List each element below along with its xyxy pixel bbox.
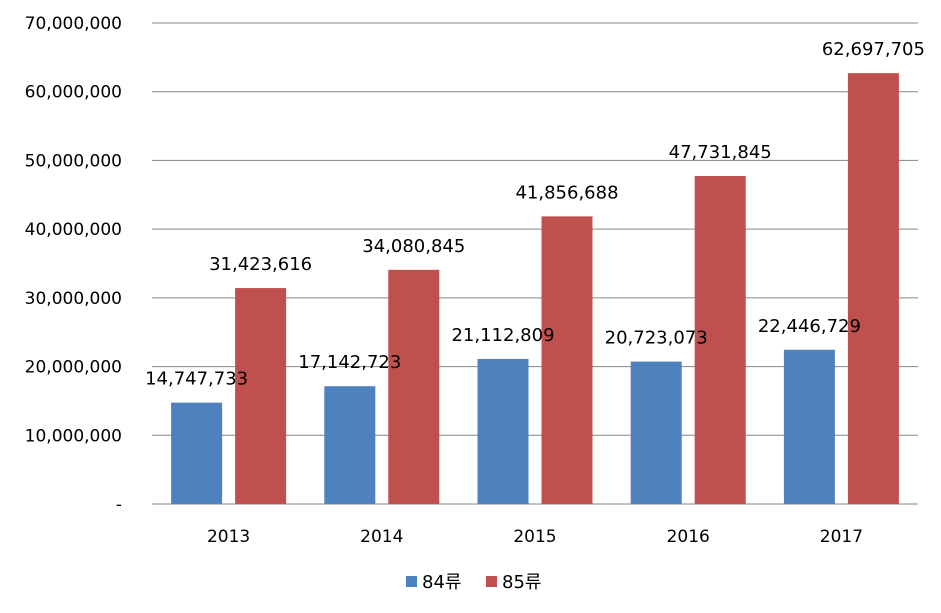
data-label: 31,423,616	[209, 254, 312, 275]
y-tick-label: 50,000,000	[25, 151, 122, 171]
bars	[171, 73, 899, 505]
data-label: 14,747,733	[145, 369, 248, 390]
bar-84류-2015	[477, 358, 529, 504]
legend-swatch-84	[406, 575, 417, 587]
y-tick-label: 30,000,000	[25, 289, 122, 309]
bar-85류-2016	[694, 176, 746, 504]
data-label: 20,723,073	[605, 328, 708, 349]
data-label: 21,112,809	[451, 325, 554, 346]
legend-item-84: 84류	[406, 566, 461, 596]
legend-swatch-85	[486, 575, 497, 587]
x-tick-label: 2016	[667, 527, 710, 547]
legend-label-84: 84류	[422, 572, 462, 593]
bar-85류-2015	[541, 216, 593, 504]
data-label: 17,142,723	[298, 352, 401, 373]
bar-84류-2017	[783, 349, 835, 504]
x-tick-label: 2017	[820, 527, 863, 547]
x-tick-label: 2013	[207, 527, 250, 547]
bar-84류-2014	[324, 386, 376, 504]
y-tick-label: -	[116, 495, 122, 515]
y-tick-label: 60,000,000	[25, 83, 122, 103]
data-label: 47,731,845	[669, 142, 772, 163]
data-label: 34,080,845	[362, 236, 465, 257]
legend: 84류 85류	[0, 566, 941, 596]
bar-85류-2017	[847, 73, 899, 505]
y-tick-label: 40,000,000	[25, 220, 122, 240]
y-tick-label: 70,000,000	[25, 14, 122, 34]
y-tick-label: 10,000,000	[25, 426, 122, 446]
y-tick-label: 20,000,000	[25, 358, 122, 378]
legend-label-85: 85류	[502, 572, 542, 593]
bar-chart: - 10,000,000 20,000,000 30,000,000 40,000,00…	[25, 14, 925, 547]
data-label: 62,697,705	[822, 39, 925, 60]
data-label: 41,856,688	[515, 182, 618, 203]
x-tick-label: 2014	[360, 527, 403, 547]
bar-85류-2014	[388, 269, 440, 504]
data-label: 22,446,729	[758, 316, 861, 337]
x-tick-label: 2015	[513, 527, 556, 547]
bar-84류-2016	[630, 361, 682, 504]
data-labels: 14,747,733 31,423,616 17,142,723 34,080,845…	[145, 39, 925, 389]
x-axis-tick-labels: 2013 2014 2015 2016 2017	[207, 527, 863, 547]
legend-item-85: 85류	[486, 566, 541, 596]
bar-84류-2013	[171, 402, 223, 504]
bar-85류-2013	[235, 288, 287, 504]
y-axis-tick-labels: - 10,000,000 20,000,000 30,000,000 40,000,00…	[25, 14, 122, 515]
